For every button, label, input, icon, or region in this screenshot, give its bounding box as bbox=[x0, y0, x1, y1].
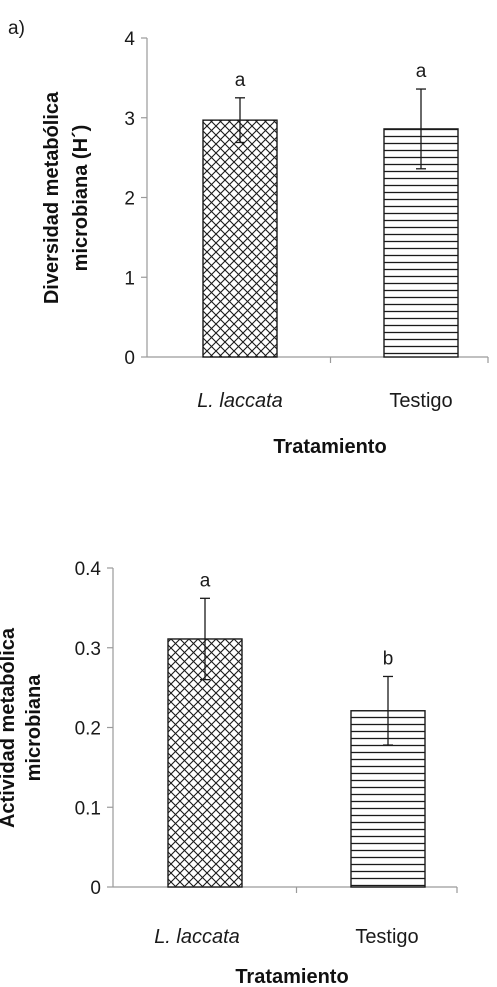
y-tick-label: 0.3 bbox=[75, 639, 101, 660]
y-axis-title-line-2: microbiana (H´) bbox=[70, 125, 92, 272]
bar-l-laccata bbox=[167, 638, 243, 888]
y-tick-label: 1 bbox=[124, 268, 135, 289]
significance-letter: b bbox=[383, 648, 394, 669]
x-tick-label-l-laccata: L. laccata bbox=[197, 390, 283, 412]
significance-letter: a bbox=[200, 570, 211, 591]
y-axis-title-line-1: Actividad metabólica bbox=[0, 627, 19, 828]
x-tick-label-l-laccata: L. laccata bbox=[154, 926, 240, 948]
chart-panel-b: Actividad metabólica microbiana 00.10.20… bbox=[0, 559, 458, 987]
y-tick-label: 4 bbox=[124, 29, 135, 50]
y-tick-label: 0 bbox=[90, 878, 101, 899]
y-axis-title-line-1: Diversidad metabólica bbox=[41, 91, 63, 304]
chart-panel-a: a) Diversidad metabólica microbiana (H´)… bbox=[8, 18, 489, 458]
y-tick-label: 3 bbox=[124, 109, 135, 130]
x-tick-label-testigo: Testigo bbox=[389, 390, 452, 412]
y-tick-label: 0.1 bbox=[75, 798, 101, 819]
panel-label: a) bbox=[8, 18, 25, 39]
y-tick-label: 0.4 bbox=[75, 559, 102, 580]
y-tick-label: 0 bbox=[124, 348, 135, 369]
significance-letter: a bbox=[416, 61, 427, 82]
y-axis-title-line-2: microbiana bbox=[23, 674, 45, 782]
plot-area-b: 0 0.1 0.2 0.3 0.4 a b bbox=[75, 559, 458, 899]
y-tick-label: 2 bbox=[124, 189, 135, 210]
plot-area-a: 0 1 2 3 4 a a bbox=[124, 29, 489, 369]
x-axis-title: Tratamiento bbox=[273, 436, 386, 458]
significance-letter: a bbox=[235, 70, 246, 91]
bar-l-laccata bbox=[202, 119, 278, 358]
x-tick-label-testigo: Testigo bbox=[355, 926, 418, 948]
x-axis-title: Tratamiento bbox=[235, 966, 348, 987]
y-tick-label: 0.2 bbox=[75, 719, 101, 740]
